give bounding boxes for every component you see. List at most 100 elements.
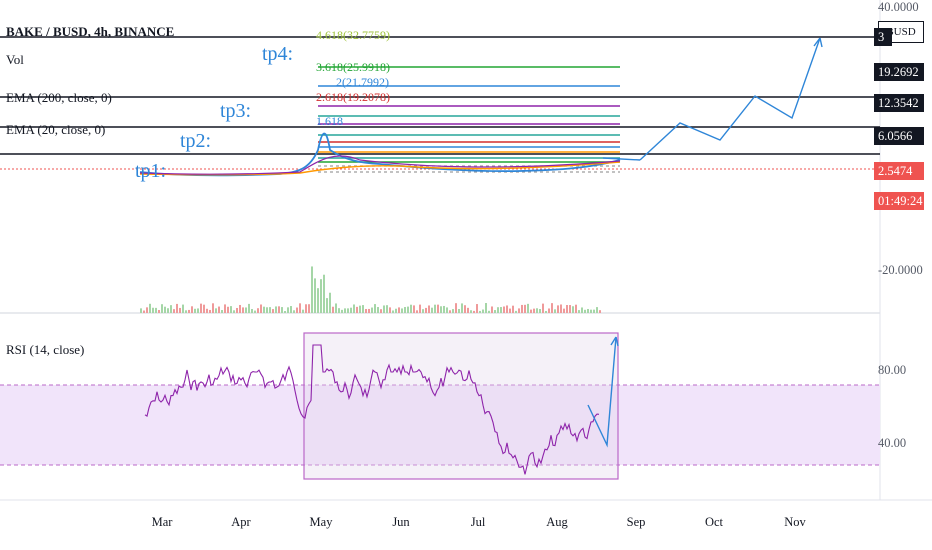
volume-bar xyxy=(245,307,247,313)
volume-bar xyxy=(560,304,562,313)
volume-bar xyxy=(176,303,178,313)
fib-label-4618: 4.618(32.7759) xyxy=(316,28,390,42)
volume-bar xyxy=(563,308,565,313)
time-axis-label: Nov xyxy=(784,515,806,529)
volume-bar xyxy=(476,304,478,313)
volume-bar xyxy=(575,304,577,313)
volume-bar xyxy=(578,310,580,313)
rsi-legend[interactable]: RSI (14, close) xyxy=(6,342,85,357)
rsi-projection-arrowhead xyxy=(610,336,619,347)
volume-bar xyxy=(221,310,223,313)
volume-bar xyxy=(275,306,277,313)
target-label-tp3: tp3: xyxy=(220,100,252,122)
ema-20-line xyxy=(139,155,621,175)
price-level-label-2: 19.2692 xyxy=(874,63,924,81)
rsi-line xyxy=(144,344,600,475)
projection-arrowhead xyxy=(813,37,823,48)
fib-label-3618: 3.618(25.9918) xyxy=(316,60,390,74)
volume-bar xyxy=(446,307,448,313)
target-label-tp1: tp1: xyxy=(135,160,167,182)
volume-bar xyxy=(200,303,202,313)
volume-bar xyxy=(236,307,238,313)
volume-bar xyxy=(347,308,349,313)
time-axis-label: Jul xyxy=(470,515,486,529)
volume-bar xyxy=(497,307,499,313)
volume-bar xyxy=(533,308,535,313)
volume-bar xyxy=(392,310,394,313)
volume-bar xyxy=(329,292,331,313)
volume-bar xyxy=(494,310,496,313)
fib-extension-lines xyxy=(318,66,620,173)
volume-bar xyxy=(413,305,415,313)
volume-bar xyxy=(584,309,586,313)
volume-bar xyxy=(290,306,292,313)
volume-bar xyxy=(425,307,427,313)
ema200-legend[interactable]: EMA (200, close, 0) xyxy=(6,90,112,105)
vol-legend[interactable]: Vol xyxy=(6,52,24,67)
volume-bar xyxy=(530,309,532,313)
volume-bar xyxy=(599,310,601,313)
volume-bar xyxy=(248,303,250,313)
time-axis-label: Oct xyxy=(704,515,724,529)
fib-label-2618: 2.618(19.2078) xyxy=(316,90,390,104)
volume-bar xyxy=(389,307,391,313)
volume-bar xyxy=(299,303,301,313)
volume-bar xyxy=(539,309,541,313)
volume-bar xyxy=(569,305,571,313)
volume-bar xyxy=(269,307,271,313)
volume-bar xyxy=(380,309,382,313)
volume-bar xyxy=(326,298,328,313)
volume-bar xyxy=(434,304,436,313)
volume-bar xyxy=(587,308,589,313)
volume-bar xyxy=(224,304,226,313)
volume-bar xyxy=(281,307,283,313)
volume-bar xyxy=(272,309,274,313)
volume-bar xyxy=(353,304,355,313)
volume-bar xyxy=(485,303,487,313)
volume-bar xyxy=(488,310,490,313)
volume-bar xyxy=(323,274,325,313)
volume-bar xyxy=(509,308,511,313)
volume-bar xyxy=(554,309,556,313)
volume-bar xyxy=(482,309,484,313)
volume-bar xyxy=(470,310,472,313)
volume-bar xyxy=(146,307,148,313)
volume-bar xyxy=(230,306,232,313)
volume-bar xyxy=(155,307,157,313)
volume-bar xyxy=(383,305,385,313)
volume-bar xyxy=(398,307,400,313)
volume-bar xyxy=(416,310,418,313)
volume-bar xyxy=(212,303,214,313)
time-axis-label: Aug xyxy=(546,515,568,529)
volume-bar xyxy=(521,304,523,313)
volume-bar xyxy=(443,305,445,313)
time-axis-label: Jun xyxy=(392,515,410,529)
symbol-title[interactable]: BAKE / BUSD, 4h, BINANCE xyxy=(6,24,175,39)
volume-bar xyxy=(500,307,502,313)
fib-label-1618: 1.618 xyxy=(316,114,343,128)
projection-start xyxy=(602,157,641,161)
price-level-label-3: 12.3542 xyxy=(874,94,924,112)
price-level-label-1: 3 xyxy=(874,28,892,46)
volume-bar xyxy=(257,308,259,313)
volume-bar xyxy=(335,303,337,313)
volume-bar xyxy=(158,309,160,313)
volume-bar xyxy=(239,304,241,313)
volume-bar xyxy=(233,310,235,313)
volume-bar xyxy=(185,310,187,313)
volume-bar xyxy=(179,307,181,313)
volume-bar xyxy=(410,304,412,313)
volume-bar xyxy=(308,304,310,313)
ema20-legend[interactable]: EMA (20, close, 0) xyxy=(6,122,106,137)
volume-bar xyxy=(467,307,469,313)
volume-bar xyxy=(464,305,466,313)
volume-bar xyxy=(167,308,169,313)
time-axis-label: May xyxy=(309,515,333,529)
time-axis-label: Apr xyxy=(231,515,251,529)
projection-path xyxy=(639,37,821,161)
time-axis-label: Sep xyxy=(626,515,646,529)
volume-bar xyxy=(428,305,430,313)
rsi-range-box[interactable] xyxy=(303,332,619,480)
volume-bar xyxy=(368,308,370,313)
